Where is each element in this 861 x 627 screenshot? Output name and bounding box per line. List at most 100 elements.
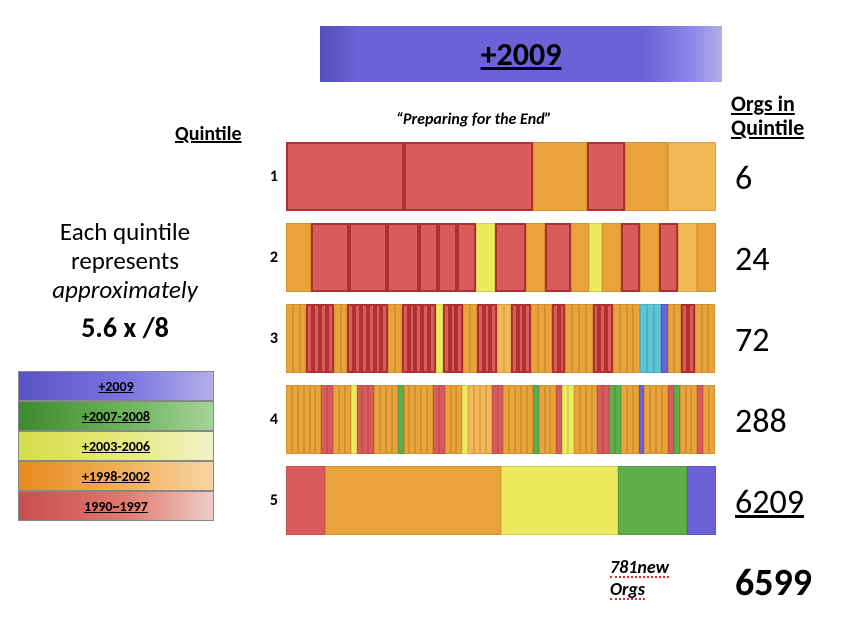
segment bbox=[674, 304, 681, 373]
segment bbox=[311, 223, 349, 292]
segment bbox=[484, 304, 491, 373]
segment bbox=[709, 385, 715, 454]
segment bbox=[572, 304, 579, 373]
left-description: Each quintile represents approximately 5… bbox=[10, 218, 240, 344]
segment bbox=[361, 304, 368, 373]
segment bbox=[533, 142, 587, 211]
row-count-1: 6 bbox=[735, 158, 752, 199]
segment bbox=[586, 304, 593, 373]
segment bbox=[470, 304, 477, 373]
segment bbox=[497, 304, 504, 373]
segment bbox=[477, 304, 484, 373]
segment bbox=[347, 304, 354, 373]
segment bbox=[501, 466, 618, 535]
row-number-1: 1 bbox=[248, 167, 278, 186]
row-number-3: 3 bbox=[248, 329, 278, 348]
segment bbox=[593, 304, 600, 373]
legend-label-2: +2003-2006 bbox=[82, 438, 150, 455]
segment bbox=[443, 304, 450, 373]
legend-row-3: +1998-2002 bbox=[18, 461, 214, 491]
left-line4: 5.6 x /8 bbox=[10, 312, 240, 344]
legend-label-3: +1998-2002 bbox=[82, 468, 150, 485]
segment bbox=[286, 142, 404, 211]
segment bbox=[395, 304, 402, 373]
quintile-row-3 bbox=[286, 304, 716, 373]
segment bbox=[422, 304, 429, 373]
left-line3: approximately bbox=[10, 276, 240, 305]
subtitle: “Preparing for the End” bbox=[396, 110, 552, 129]
segment bbox=[538, 304, 545, 373]
row-count-2: 24 bbox=[735, 239, 769, 280]
segment bbox=[668, 142, 716, 211]
segment bbox=[476, 223, 495, 292]
segment bbox=[695, 304, 702, 373]
segment bbox=[524, 304, 531, 373]
segment bbox=[381, 304, 388, 373]
legend-row-4: 1990~1997 bbox=[18, 491, 214, 521]
segment bbox=[286, 466, 325, 535]
segment bbox=[450, 304, 457, 373]
segment bbox=[438, 223, 457, 292]
segment bbox=[402, 304, 409, 373]
legend: +2009 +2007-2008 +2003-2006 +1998-2002 1990~… bbox=[18, 371, 214, 521]
segment bbox=[702, 304, 709, 373]
quintile-row-4 bbox=[286, 385, 716, 454]
segment bbox=[490, 304, 497, 373]
segment bbox=[300, 304, 307, 373]
legend-label-4: 1990~1997 bbox=[84, 498, 148, 515]
segment bbox=[621, 223, 640, 292]
segment bbox=[293, 304, 300, 373]
segment bbox=[325, 466, 501, 535]
row-count-4: 288 bbox=[735, 401, 787, 442]
segment bbox=[504, 304, 511, 373]
segment bbox=[531, 304, 538, 373]
segment bbox=[618, 466, 686, 535]
quintile-heading: Quintile bbox=[175, 122, 242, 146]
quintile-row-1 bbox=[286, 142, 716, 211]
segment bbox=[429, 304, 436, 373]
legend-label-0: +2009 bbox=[98, 378, 133, 395]
segment bbox=[606, 304, 613, 373]
segment bbox=[602, 223, 621, 292]
orgs-heading-line2: Quintile bbox=[731, 114, 804, 141]
segment bbox=[436, 304, 443, 373]
segment bbox=[687, 466, 716, 535]
segment bbox=[633, 304, 640, 373]
segment bbox=[661, 304, 668, 373]
segment bbox=[659, 223, 678, 292]
legend-row-1: +2007-2008 bbox=[18, 401, 214, 431]
segment bbox=[404, 142, 533, 211]
legend-label-1: +2007-2008 bbox=[82, 408, 150, 425]
title-banner-label: +2009 bbox=[481, 35, 562, 74]
left-line1: Each quintile bbox=[10, 218, 240, 247]
segment bbox=[587, 142, 625, 211]
segment bbox=[579, 304, 586, 373]
segment bbox=[647, 304, 654, 373]
segment bbox=[375, 304, 382, 373]
segment bbox=[654, 304, 661, 373]
segment bbox=[526, 223, 545, 292]
segment bbox=[552, 304, 559, 373]
segment bbox=[456, 304, 463, 373]
segment bbox=[463, 304, 470, 373]
segment bbox=[559, 304, 566, 373]
row-number-5: 5 bbox=[248, 491, 278, 510]
segment bbox=[334, 304, 341, 373]
segment bbox=[545, 304, 552, 373]
segment bbox=[341, 304, 348, 373]
segment bbox=[495, 223, 527, 292]
legend-row-2: +2003-2006 bbox=[18, 431, 214, 461]
segment bbox=[387, 223, 419, 292]
segment bbox=[681, 304, 688, 373]
legend-row-0: +2009 bbox=[18, 371, 214, 401]
segment bbox=[565, 304, 572, 373]
segment bbox=[457, 223, 476, 292]
segment bbox=[571, 223, 590, 292]
total-value: 6599 bbox=[735, 560, 812, 606]
segment bbox=[419, 223, 438, 292]
segment bbox=[545, 223, 570, 292]
segment bbox=[678, 223, 697, 292]
segment bbox=[349, 223, 387, 292]
segment bbox=[327, 304, 334, 373]
segment bbox=[625, 142, 668, 211]
